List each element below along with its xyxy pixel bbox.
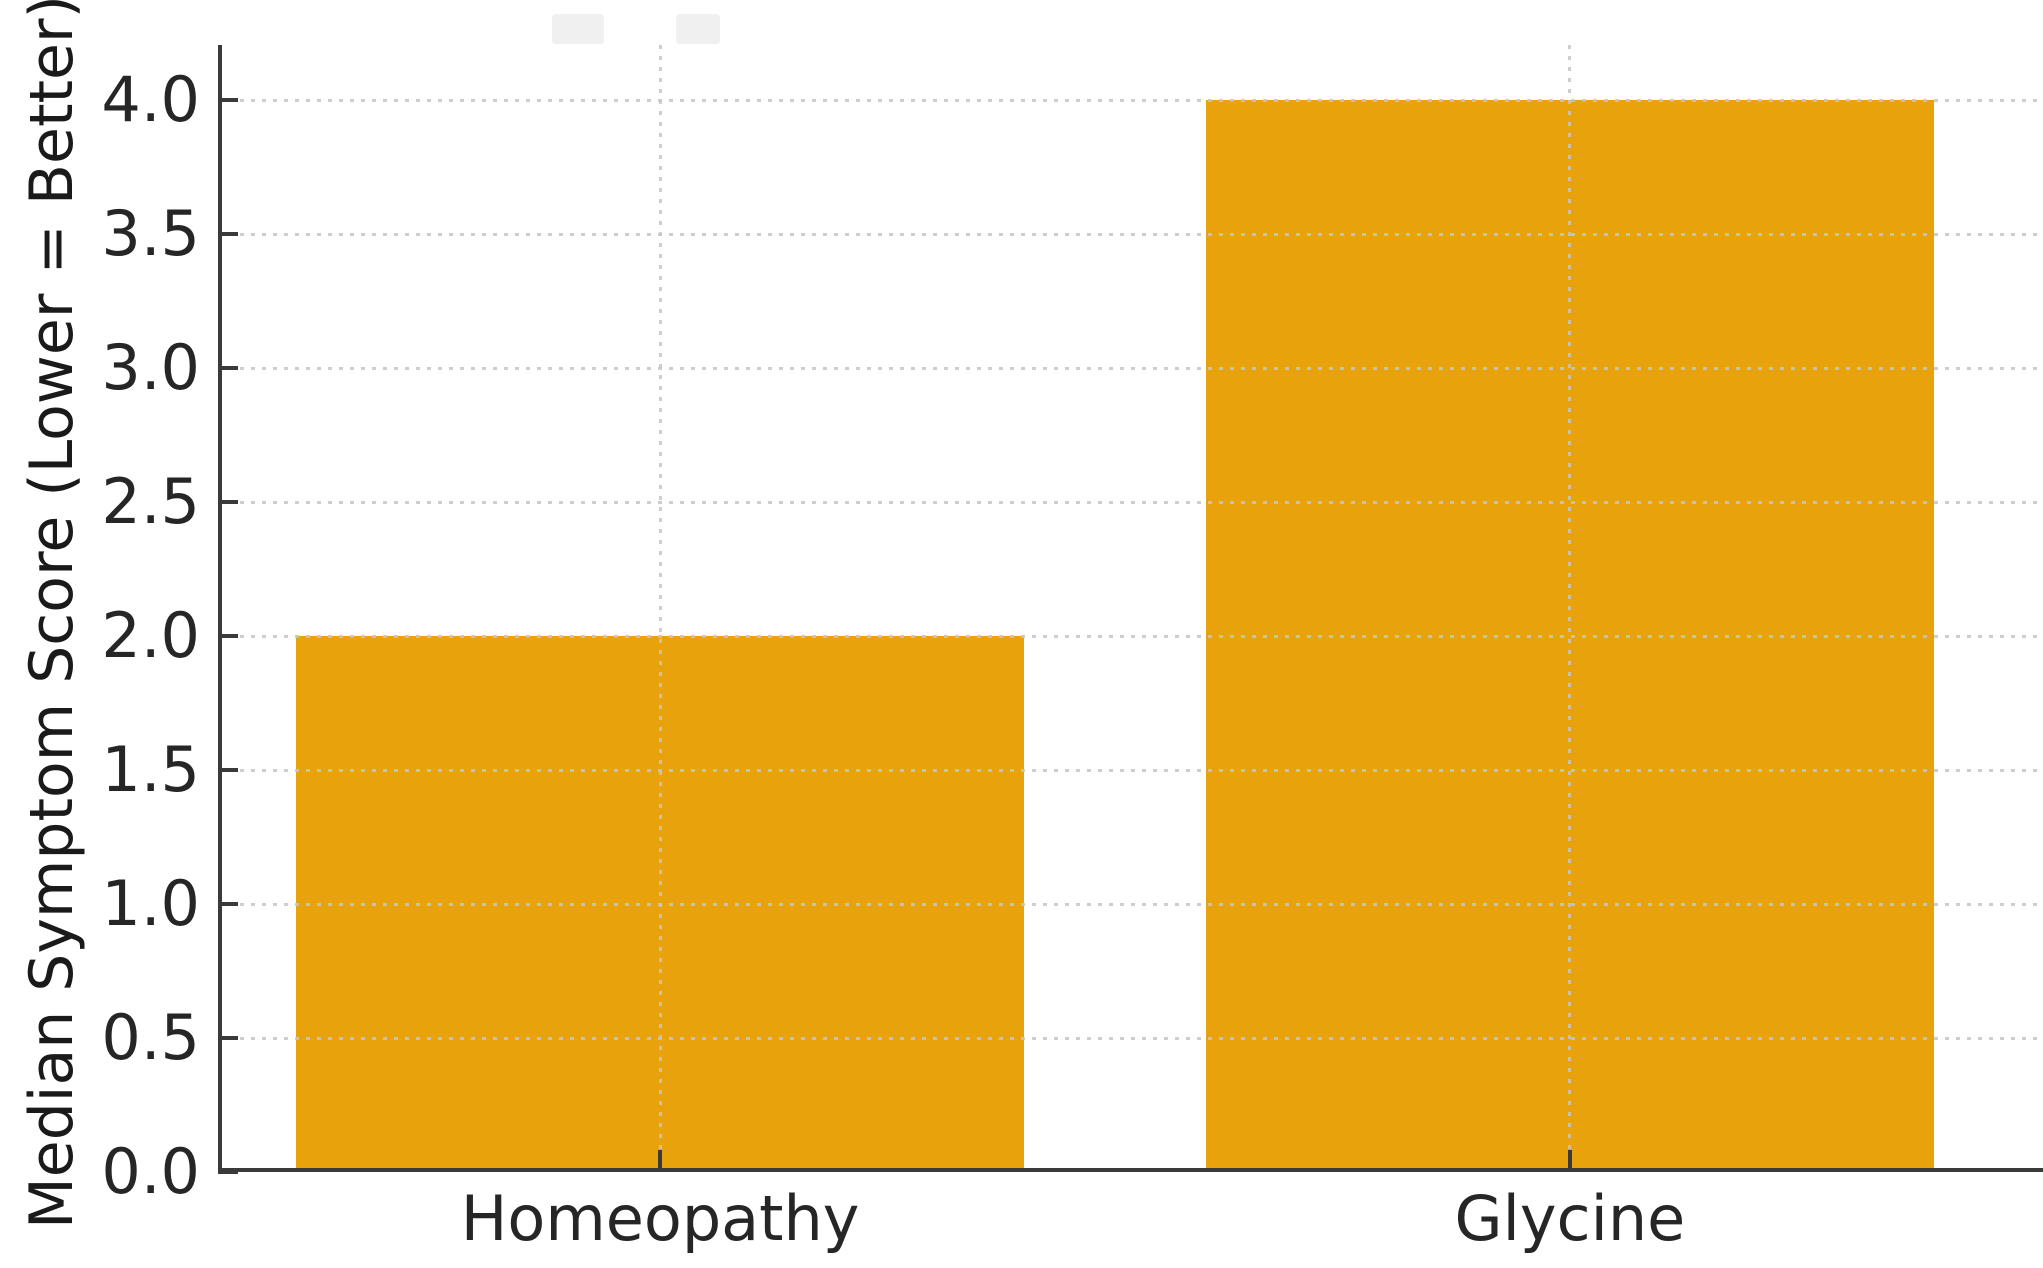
y-tick-mark	[218, 500, 238, 505]
x-tick-mark	[1567, 1150, 1572, 1172]
h-gridline	[218, 366, 2043, 370]
v-gridline	[658, 45, 662, 1172]
y-tick-label: 0.0	[101, 1135, 200, 1208]
y-tick-mark	[218, 634, 238, 639]
y-tick-label: 3.0	[101, 331, 200, 405]
y-tick-label: 2.0	[101, 599, 200, 673]
y-tick-mark	[218, 232, 238, 237]
grid-layer	[218, 45, 2043, 1172]
cropped-text-remnant	[676, 14, 720, 44]
plot-area	[218, 45, 2043, 1174]
h-gridline	[218, 232, 2043, 236]
h-gridline	[218, 500, 2043, 504]
y-tick-label: 0.5	[101, 1001, 200, 1075]
h-gridline	[218, 634, 2043, 638]
y-tick-mark	[218, 1170, 238, 1174]
y-tick-mark	[218, 98, 238, 103]
x-tick-label: Glycine	[1454, 1182, 1686, 1255]
h-gridline	[218, 98, 2043, 102]
y-tick-mark	[218, 902, 238, 907]
x-axis-spine	[218, 1168, 2043, 1172]
y-tick-label: 4.0	[101, 63, 200, 137]
y-tick-mark	[218, 1036, 238, 1041]
h-gridline	[218, 1036, 2043, 1040]
y-tick-mark	[218, 768, 238, 773]
h-gridline	[218, 902, 2043, 906]
ticks-layer	[218, 45, 2043, 1174]
y-axis-title: Median Symptom Score (Lower = Better)	[17, 0, 87, 1229]
v-gridline	[1568, 45, 1572, 1172]
y-tick-label: 3.5	[101, 197, 200, 271]
cropped-text-remnant	[552, 14, 604, 44]
x-tick-label: Homeopathy	[460, 1182, 860, 1255]
y-axis-spine	[218, 45, 222, 1172]
y-tick-label: 1.0	[101, 867, 200, 941]
x-tick-mark	[658, 1150, 663, 1172]
y-tick-label: 1.5	[101, 733, 200, 807]
h-gridline	[218, 768, 2043, 772]
y-tick-label: 2.5	[101, 465, 200, 539]
y-tick-mark	[218, 366, 238, 371]
